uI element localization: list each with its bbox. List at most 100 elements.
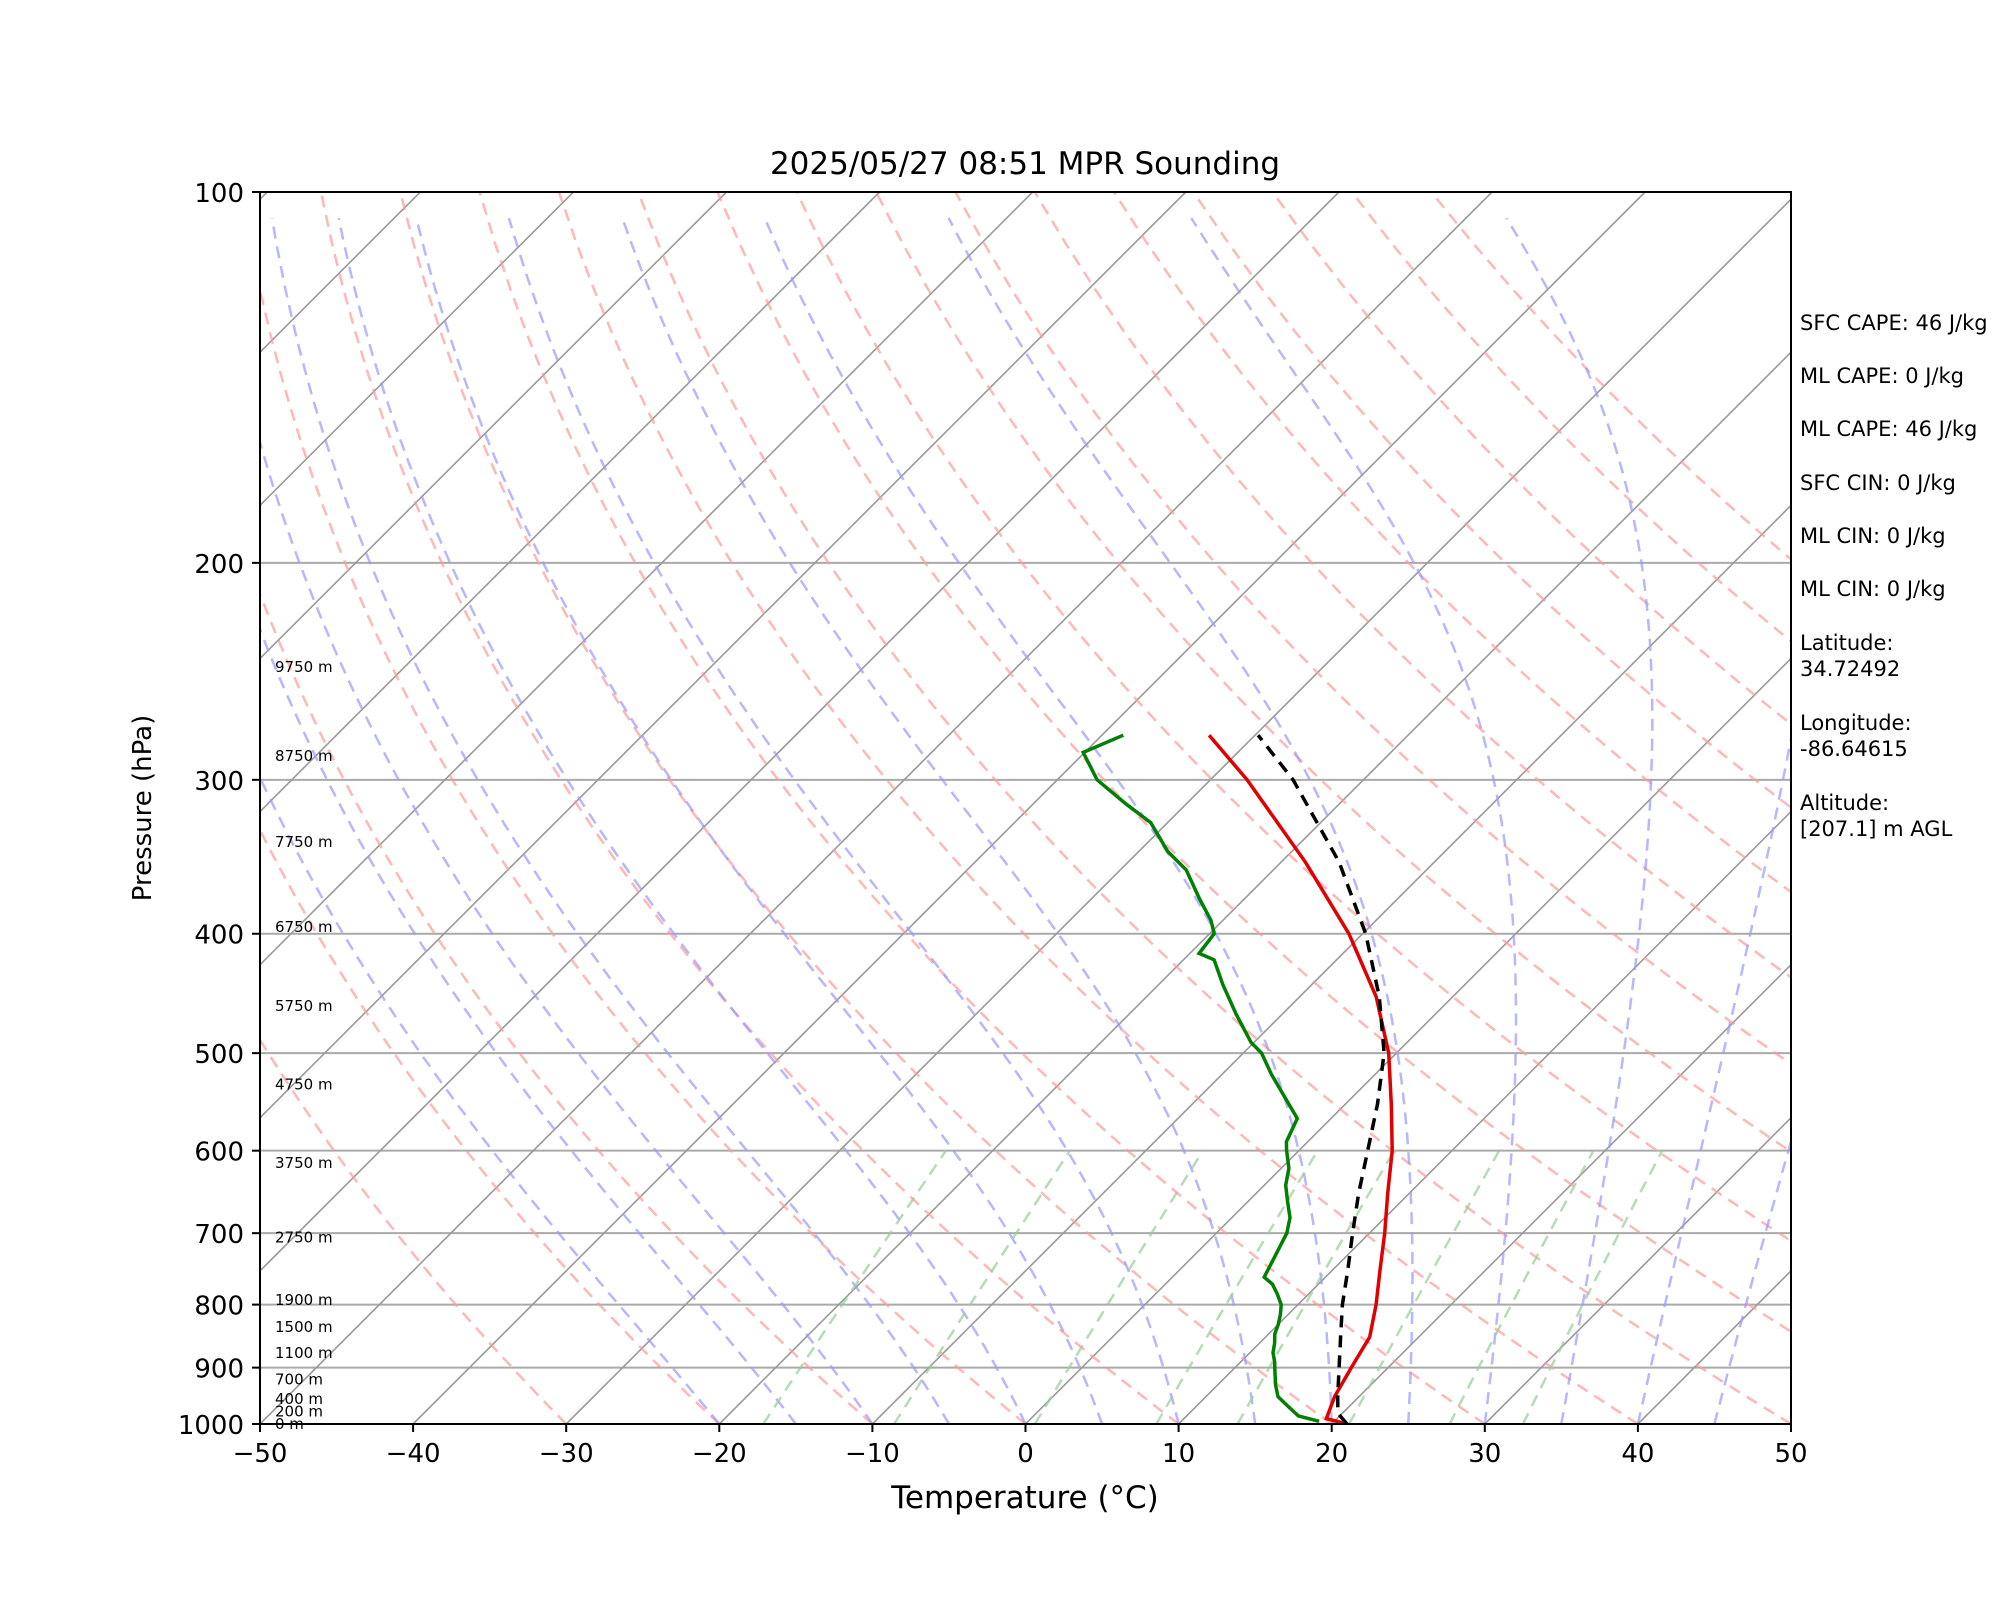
x-tick-label: 0 — [1017, 1439, 1034, 1469]
height-label: 400 m — [275, 1390, 323, 1408]
info-line: Altitude: — [1800, 791, 1889, 815]
height-label: 200 m — [275, 1403, 323, 1421]
x-tick-label: −30 — [539, 1439, 594, 1469]
height-label: 700 m — [275, 1370, 323, 1388]
isotherm-line — [718, 351, 1791, 1424]
height-label: 0 m — [275, 1415, 304, 1433]
info-line: SFC CIN: 0 J/kg — [1800, 471, 1956, 495]
y-tick-label: 400 — [194, 921, 244, 951]
plot-frame — [259, 191, 1792, 1425]
info-line: SFC CAPE: 46 J/kg — [1800, 311, 1988, 335]
mixing-ratio-line — [1348, 1150, 1501, 1424]
sounding-info-panel: SFC CAPE: 46 J/kg ML CAPE: 0 J/kg ML CAPE:… — [1800, 311, 1988, 841]
x-tick-label: −10 — [845, 1439, 900, 1469]
height-label: 7750 m — [275, 833, 333, 851]
height-label: 3750 m — [275, 1154, 333, 1172]
isotherm-line — [260, 192, 1034, 966]
moist-adiabat — [415, 217, 1104, 1424]
isotherm-line — [1484, 1116, 1791, 1424]
mixing-ratio-line — [1521, 1150, 1664, 1424]
info-line: 34.72492 — [1800, 657, 1900, 681]
info-line: Latitude: — [1800, 631, 1894, 655]
mixing-ratio-line — [1033, 1150, 1205, 1424]
moist-adiabat — [763, 217, 1333, 1424]
profile-lines — [1080, 733, 1394, 1424]
dry-adiabat — [260, 590, 874, 1424]
y-tick-label: 200 — [194, 550, 244, 580]
height-label: 1100 m — [275, 1344, 333, 1362]
y-axis-label: Pressure (hPa) — [128, 715, 158, 902]
isotherm-line — [412, 192, 1646, 1424]
dry-adiabat — [260, 827, 721, 1424]
isotherm-line — [1178, 810, 1791, 1424]
isotherm-line — [260, 192, 728, 660]
dry-adiabat — [637, 192, 1791, 1424]
isotherm-line — [1331, 963, 1791, 1424]
info-line: ML CIN: 0 J/kg — [1800, 577, 1946, 601]
x-tick-label: 20 — [1315, 1439, 1348, 1469]
dry-adiabat — [399, 192, 1333, 1424]
height-label: 6750 m — [275, 918, 333, 936]
isotherm-line — [260, 192, 574, 507]
height-label: 8750 m — [275, 747, 333, 765]
background-grid — [0, 192, 1791, 1424]
temperature-line — [1207, 734, 1394, 1424]
moist-adiabat — [1713, 1136, 1791, 1424]
dry-adiabat — [557, 192, 1639, 1424]
y-tick-label: 800 — [194, 1292, 244, 1322]
isotherm-line — [260, 192, 1187, 1119]
info-line: ML CAPE: 46 J/kg — [1800, 417, 1977, 441]
height-label: 1500 m — [275, 1318, 333, 1336]
height-label: 2750 m — [275, 1229, 333, 1247]
chart-title: 2025/05/27 08:51 MPR Sounding — [770, 146, 1280, 182]
moist-adiabat — [260, 626, 797, 1424]
isotherm-line — [260, 192, 881, 813]
height-label: 5750 m — [275, 997, 333, 1015]
mixing-ratio-line — [762, 1149, 947, 1424]
dewpoint-line — [1080, 733, 1320, 1423]
isotherm-line — [260, 192, 1493, 1424]
dry-adiabat — [478, 192, 1486, 1424]
y-tick-label: 600 — [194, 1138, 244, 1168]
isotherm-line — [260, 192, 1340, 1273]
isotherm-line — [0, 192, 114, 1424]
moist-adiabat — [270, 217, 951, 1424]
dry-adiabat — [1271, 192, 1791, 726]
moist-adiabat — [1505, 217, 1654, 1424]
info-line: [207.1] m AGL — [1800, 817, 1953, 841]
info-line: ML CIN: 0 J/kg — [1800, 524, 1946, 548]
x-axis-label: Temperature (°C) — [890, 1480, 1159, 1516]
info-line: -86.64615 — [1800, 737, 1908, 761]
moist-adiabat — [507, 217, 1180, 1424]
mixing-ratio-line — [1236, 1150, 1396, 1424]
moist-adiabat — [1636, 731, 1791, 1424]
info-line: Longitude: — [1800, 711, 1912, 735]
y-tick-label: 700 — [194, 1220, 244, 1250]
y-tick-label: 900 — [194, 1355, 244, 1385]
axis-ticks: −50 −40 −30 −20 −10 0 10 20 30 40 50 100 200 300 400 50… — [178, 179, 1808, 1469]
isotherm-line — [1024, 657, 1791, 1424]
height-label: 1900 m — [275, 1291, 333, 1309]
info-line: ML CAPE: 0 J/kg — [1800, 364, 1964, 388]
moist-adiabat — [260, 437, 874, 1424]
height-label: 4750 m — [275, 1075, 333, 1093]
mixing-ratio-line — [1448, 1150, 1595, 1424]
x-tick-label: −40 — [386, 1439, 441, 1469]
dry-adiabat — [874, 192, 1791, 1154]
x-tick-label: 40 — [1621, 1439, 1654, 1469]
mixing-ratio-line — [893, 1150, 1071, 1424]
x-tick-label: 50 — [1774, 1439, 1807, 1469]
dry-adiabat — [260, 283, 1027, 1424]
mixing-ratio-line — [1155, 1150, 1319, 1424]
moist-adiabat — [621, 217, 1257, 1424]
isotherm-line — [565, 198, 1791, 1424]
x-tick-label: −20 — [692, 1439, 747, 1469]
dry-adiabat — [319, 192, 1180, 1424]
moist-adiabat — [947, 217, 1414, 1424]
moist-adiabat — [337, 217, 1027, 1424]
y-tick-label: 300 — [194, 767, 244, 797]
x-tick-label: −50 — [233, 1439, 288, 1469]
y-tick-label: 100 — [194, 179, 244, 209]
